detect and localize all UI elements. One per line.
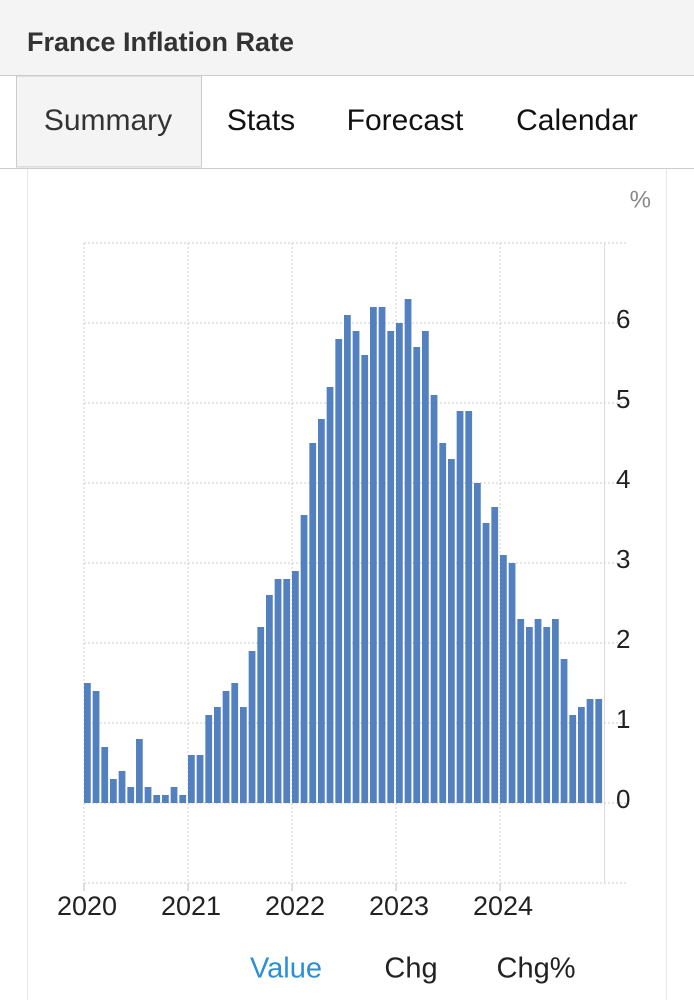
- bar: [569, 715, 577, 803]
- bar: [482, 523, 490, 803]
- bar: [422, 331, 429, 803]
- bar: [196, 755, 204, 803]
- bar: [248, 651, 256, 803]
- bar: [352, 331, 360, 803]
- bar: [560, 659, 568, 803]
- tab[interactable]: Calendar: [516, 104, 638, 137]
- bar: [214, 707, 221, 803]
- y-tick-label: 6: [616, 304, 630, 334]
- bar: [586, 699, 594, 803]
- bar: [378, 307, 386, 803]
- tab[interactable]: Stats: [227, 104, 295, 137]
- bar: [266, 595, 273, 803]
- view-toggle[interactable]: Chg: [384, 953, 437, 985]
- bar: [448, 459, 455, 803]
- bar: [526, 627, 533, 803]
- unit-label: %: [630, 186, 651, 213]
- bar: [205, 715, 213, 803]
- y-tick-label: 4: [616, 464, 630, 494]
- bar: [118, 771, 126, 803]
- header-bar: [0, 0, 694, 75]
- bar: [231, 683, 239, 803]
- y-tick-label: 2: [616, 624, 630, 654]
- x-tick-label: 2023: [369, 891, 429, 921]
- bar: [283, 579, 291, 803]
- bar: [370, 307, 377, 803]
- bar: [474, 483, 481, 803]
- bar: [344, 315, 351, 803]
- x-tick-label: 2022: [265, 891, 325, 921]
- bar: [92, 691, 100, 803]
- bar: [84, 683, 91, 803]
- bar: [361, 355, 369, 803]
- view-toggle[interactable]: Value: [250, 953, 322, 985]
- bar: [465, 411, 473, 803]
- bar: [188, 755, 195, 803]
- bar: [456, 411, 464, 803]
- bar: [430, 395, 438, 803]
- bar: [595, 699, 603, 803]
- bar: [326, 387, 334, 803]
- y-tick-label: 0: [616, 784, 630, 814]
- bar: [439, 443, 447, 803]
- bar: [292, 571, 299, 803]
- bar: [170, 787, 178, 803]
- bar: [110, 779, 117, 803]
- bar: [552, 619, 559, 803]
- bar: [153, 795, 161, 803]
- y-tick-label: 1: [616, 704, 630, 734]
- bar: [101, 747, 109, 803]
- x-tick-label: 2021: [161, 891, 221, 921]
- x-tick-label: 2020: [57, 891, 117, 921]
- bar: [144, 787, 152, 803]
- y-tick-label: 5: [616, 384, 630, 414]
- bar: [396, 323, 403, 803]
- bar: [534, 619, 542, 803]
- page-title: France Inflation Rate: [27, 27, 294, 57]
- bar: [578, 707, 585, 803]
- bar: [136, 739, 143, 803]
- bar: [508, 563, 516, 803]
- bar: [162, 795, 169, 803]
- bar: [387, 331, 395, 803]
- x-tick-label: 2024: [473, 891, 533, 921]
- bar: [404, 299, 412, 803]
- bar: [179, 795, 187, 803]
- y-tick-label: 3: [616, 544, 630, 574]
- bar: [517, 619, 525, 803]
- bar: [222, 691, 230, 803]
- bar: [335, 339, 343, 803]
- bar: [318, 419, 325, 803]
- tab[interactable]: Summary: [44, 104, 172, 137]
- bar: [543, 627, 551, 803]
- bar: [300, 515, 308, 803]
- view-toggle[interactable]: Chg%: [497, 953, 576, 985]
- bar: [309, 443, 317, 803]
- bar: [127, 787, 135, 803]
- bar: [500, 555, 507, 803]
- bar: [240, 707, 247, 803]
- active-tab[interactable]: [16, 75, 202, 168]
- bar: [491, 507, 499, 803]
- tab[interactable]: Forecast: [347, 104, 464, 137]
- bar: [274, 579, 282, 803]
- bar: [413, 347, 421, 803]
- bar: [257, 627, 265, 803]
